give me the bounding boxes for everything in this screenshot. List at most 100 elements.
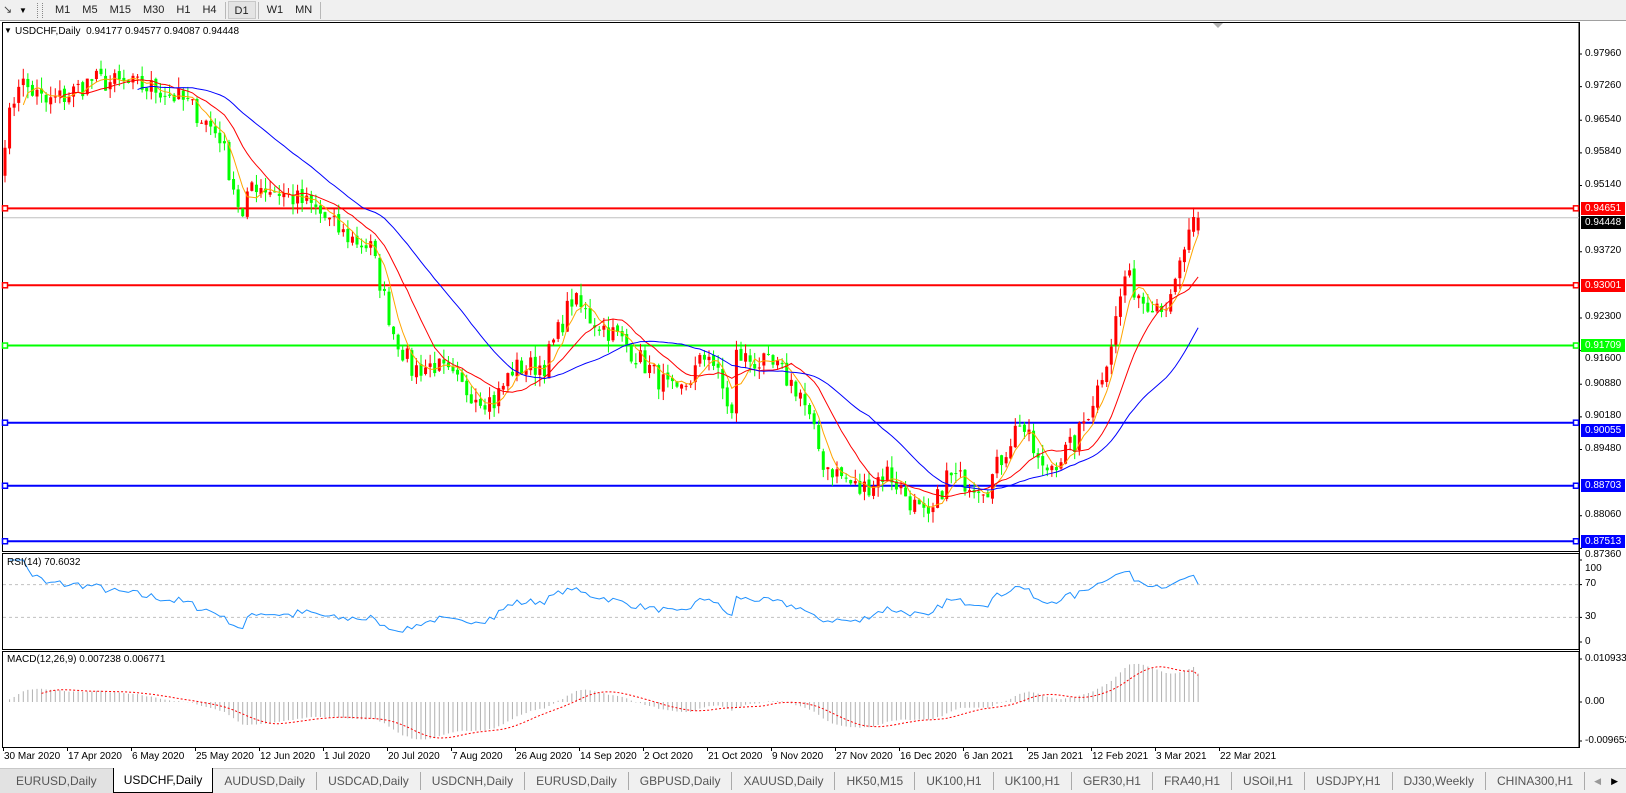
price-tick-label: 0.88060 bbox=[1585, 509, 1622, 521]
chart-tab[interactable]: CHINA300,H1 bbox=[1486, 772, 1586, 790]
candle-body bbox=[44, 94, 48, 103]
candle bbox=[332, 208, 336, 227]
timeframe-d1[interactable]: D1 bbox=[227, 1, 256, 19]
candle-body bbox=[250, 182, 254, 191]
candle bbox=[803, 382, 807, 416]
line-handle-icon[interactable] bbox=[1572, 342, 1580, 349]
line-handle-icon[interactable] bbox=[1572, 205, 1580, 212]
timeframe-h1[interactable]: H1 bbox=[176, 4, 191, 16]
candle-body bbox=[602, 325, 606, 330]
candle-body bbox=[369, 241, 373, 248]
line-handle-icon[interactable] bbox=[1572, 537, 1580, 545]
line-handle-icon[interactable] bbox=[1, 537, 9, 545]
candle-body bbox=[922, 503, 926, 508]
timeframe-m1[interactable]: M1 bbox=[55, 4, 71, 16]
candle-body bbox=[254, 184, 258, 193]
candle bbox=[392, 326, 396, 340]
candle bbox=[49, 86, 53, 114]
candle-body bbox=[99, 68, 103, 75]
chart-tab[interactable]: USDCNH,Daily bbox=[421, 772, 526, 790]
candle bbox=[1173, 277, 1177, 295]
line-handle-icon[interactable] bbox=[1, 419, 9, 426]
candle bbox=[693, 356, 697, 391]
line-handle-icon[interactable] bbox=[1572, 482, 1580, 489]
candle bbox=[360, 238, 364, 254]
chart-tab[interactable]: EURUSD,Daily bbox=[525, 772, 629, 790]
chart-tab[interactable]: DJ30,Weekly bbox=[1393, 772, 1486, 790]
collapse-arrow-icon[interactable]: ▼ bbox=[4, 26, 12, 35]
macd-signal-line bbox=[41, 666, 1199, 739]
candle bbox=[94, 68, 98, 82]
line-handle-icon[interactable] bbox=[1572, 419, 1580, 426]
candle bbox=[158, 83, 162, 103]
candle-body bbox=[245, 191, 249, 217]
candle-body bbox=[908, 496, 912, 511]
timeframe-m30[interactable]: M30 bbox=[142, 4, 165, 16]
candle bbox=[881, 468, 885, 492]
timeframe-m15[interactable]: M15 bbox=[109, 4, 131, 16]
timeframe-w1[interactable]: W1 bbox=[266, 4, 284, 16]
candle bbox=[734, 340, 738, 423]
chart-tab[interactable]: HK50,M15 bbox=[835, 772, 916, 790]
scroll-left-icon[interactable]: ◀ bbox=[1594, 775, 1602, 786]
line-handle-icon[interactable] bbox=[1, 282, 9, 289]
line-handle-icon[interactable] bbox=[1, 205, 9, 212]
candle bbox=[666, 364, 670, 388]
candle-body bbox=[853, 481, 857, 484]
chart-tab[interactable]: FRA40,H1 bbox=[1153, 772, 1232, 790]
candle-body bbox=[986, 492, 990, 498]
candle bbox=[789, 373, 793, 394]
candle-body bbox=[808, 404, 812, 415]
chart-tab[interactable]: USDCHF,Daily bbox=[112, 768, 214, 793]
candle bbox=[44, 92, 48, 112]
timeframe-m5[interactable]: M5 bbox=[82, 4, 98, 16]
chart-tab[interactable]: UK100,H1 bbox=[915, 772, 994, 790]
rsi-line bbox=[9, 559, 1199, 633]
line-tools-icon[interactable]: ↘ bbox=[3, 4, 13, 16]
candle bbox=[821, 448, 825, 478]
chart-tab[interactable]: UK100,H1 bbox=[994, 772, 1072, 790]
line-handle-icon[interactable] bbox=[1, 482, 9, 489]
line-handle-icon[interactable] bbox=[1, 342, 9, 349]
candle-body bbox=[90, 79, 94, 81]
chart-tab[interactable]: USDJPY,H1 bbox=[1305, 772, 1393, 790]
timeframe-mn[interactable]: MN bbox=[295, 4, 313, 16]
candle bbox=[648, 355, 652, 379]
candle-body bbox=[949, 472, 953, 476]
chart-shift-marker-icon[interactable] bbox=[1213, 23, 1223, 28]
chart-tab[interactable]: AUDUSD,Daily bbox=[213, 772, 318, 790]
candle bbox=[524, 365, 528, 383]
macd-tick-label: 0.00 bbox=[1585, 695, 1605, 707]
candle-body bbox=[451, 367, 455, 372]
candle-body bbox=[501, 385, 505, 390]
chart-tab[interactable]: USOil,H1 bbox=[1232, 772, 1306, 790]
candle-body bbox=[725, 387, 729, 407]
candle-body bbox=[232, 178, 236, 190]
timeframe-h4[interactable]: H4 bbox=[202, 4, 217, 16]
price-tick-label: 0.97960 bbox=[1585, 47, 1622, 59]
chart-tab[interactable]: USDCAD,Daily bbox=[317, 772, 421, 790]
candle bbox=[1114, 306, 1118, 354]
candle-body bbox=[58, 90, 62, 97]
date-label: 9 Nov 2020 bbox=[772, 751, 824, 762]
candle-body bbox=[218, 132, 222, 144]
candle-body bbox=[542, 364, 546, 377]
toolbar-grip[interactable] bbox=[37, 2, 43, 18]
scroll-right-icon[interactable]: ▶ bbox=[1611, 775, 1618, 786]
chart-tab[interactable]: XAUUSD,Daily bbox=[732, 772, 836, 790]
candle bbox=[1000, 454, 1004, 475]
line-handle-icon[interactable] bbox=[1572, 282, 1580, 289]
chart-tab[interactable]: GER30,H1 bbox=[1072, 772, 1153, 790]
candle-body bbox=[858, 480, 862, 494]
candle-body bbox=[734, 349, 738, 414]
date-label: 17 Apr 2020 bbox=[68, 751, 122, 762]
macd-histogram bbox=[9, 663, 1199, 740]
date-label: 12 Jun 2020 bbox=[260, 751, 316, 762]
candle-body bbox=[85, 78, 89, 95]
chart-tab[interactable]: EURUSD,Daily bbox=[0, 769, 113, 793]
dropdown-arrow-icon[interactable]: ▼ bbox=[19, 5, 27, 15]
candle-body bbox=[533, 356, 537, 375]
candle bbox=[757, 357, 761, 379]
chart-tab[interactable]: GBPUSD,Daily bbox=[629, 772, 733, 790]
